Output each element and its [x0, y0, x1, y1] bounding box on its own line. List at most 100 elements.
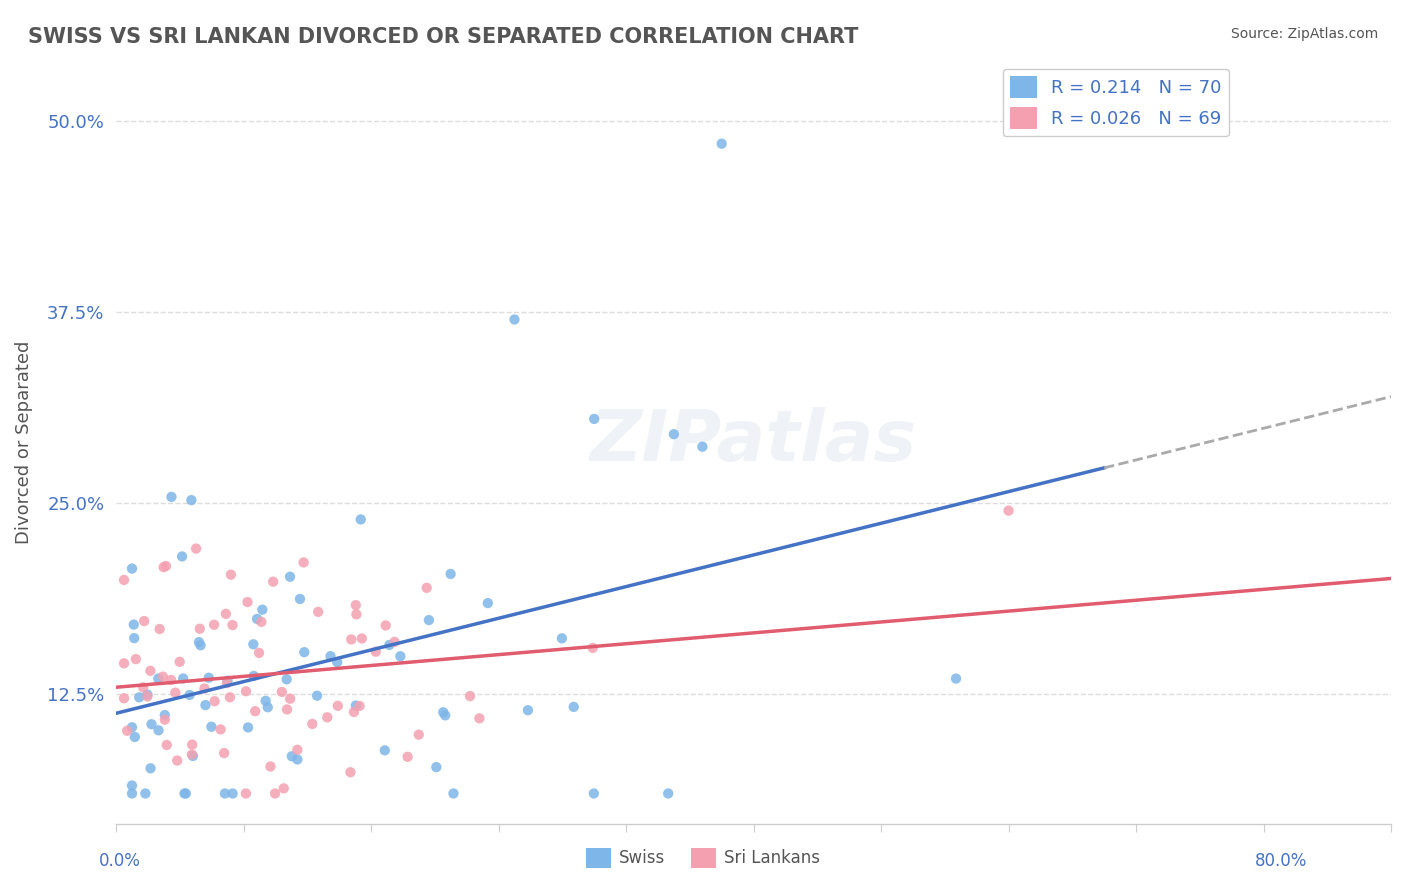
Point [339, 765, 361, 780]
Point [215, 676, 238, 690]
Point [215, 607, 238, 621]
Point [350, 512, 373, 526]
Point [112, 691, 135, 706]
Point [252, 602, 274, 616]
Point [276, 702, 298, 716]
Point [259, 759, 281, 773]
Point [434, 708, 457, 723]
Point [374, 743, 396, 757]
Point [242, 669, 264, 683]
Point [190, 638, 212, 652]
Point [262, 574, 284, 589]
Point [128, 690, 150, 705]
Point [657, 787, 679, 801]
Point [273, 781, 295, 796]
Point [503, 312, 526, 326]
Point [212, 746, 235, 760]
Point [662, 427, 685, 442]
Point [122, 617, 145, 632]
Point [166, 754, 188, 768]
Point [389, 649, 412, 664]
Point [141, 717, 163, 731]
Point [326, 655, 349, 669]
Point [139, 761, 162, 775]
Point [247, 646, 270, 660]
Point [181, 738, 204, 752]
Point [364, 645, 387, 659]
Point [235, 684, 257, 698]
Point [432, 705, 454, 719]
Point [193, 681, 215, 696]
Point [121, 720, 143, 734]
Point [197, 671, 219, 685]
Point [243, 704, 266, 718]
Point [408, 728, 430, 742]
Point [174, 787, 197, 801]
Point [221, 618, 243, 632]
Point [136, 690, 159, 704]
Point [152, 560, 174, 574]
Point [136, 688, 159, 702]
Point [316, 710, 339, 724]
Point [236, 721, 259, 735]
Legend: R = 0.214   N = 70, R = 0.026   N = 69: R = 0.214 N = 70, R = 0.026 N = 69 [1002, 69, 1229, 136]
Point [997, 503, 1019, 517]
Point [307, 689, 329, 703]
Point [153, 713, 176, 727]
Point [236, 595, 259, 609]
Point [132, 681, 155, 695]
Point [256, 700, 278, 714]
Legend: Swiss, Sri Lankans: Swiss, Sri Lankans [579, 841, 827, 875]
Point [562, 699, 585, 714]
Point [692, 440, 714, 454]
Point [139, 664, 162, 678]
Point [173, 787, 195, 801]
Point [204, 694, 226, 708]
Point [242, 637, 264, 651]
Point [124, 730, 146, 744]
Point [180, 747, 202, 762]
Point [202, 617, 225, 632]
Point [292, 556, 315, 570]
Point [214, 787, 236, 801]
Text: 80.0%: 80.0% [1256, 852, 1308, 870]
Point [180, 493, 202, 508]
Point [219, 690, 242, 705]
Point [477, 596, 499, 610]
Point [326, 698, 349, 713]
Point [583, 412, 606, 426]
Point [125, 652, 148, 666]
Point [582, 640, 605, 655]
Point [278, 570, 301, 584]
Point [349, 698, 371, 713]
Point [217, 673, 239, 688]
Y-axis label: Divorced or Separated: Divorced or Separated [15, 340, 32, 543]
Point [443, 787, 465, 801]
Text: SWISS VS SRI LANKAN DIVORCED OR SEPARATED CORRELATION CHART: SWISS VS SRI LANKAN DIVORCED OR SEPARATE… [28, 27, 859, 46]
Point [516, 703, 538, 717]
Point [221, 787, 243, 801]
Point [285, 743, 308, 757]
Text: 0.0%: 0.0% [98, 852, 141, 870]
Point [344, 698, 367, 713]
Point [121, 779, 143, 793]
Point [122, 631, 145, 645]
Point [270, 685, 292, 699]
Point [155, 559, 177, 574]
Point [112, 573, 135, 587]
Point [153, 708, 176, 723]
Point [121, 561, 143, 575]
Point [301, 717, 323, 731]
Point [396, 749, 419, 764]
Point [319, 649, 342, 664]
Point [115, 723, 138, 738]
Point [152, 670, 174, 684]
Point [416, 581, 439, 595]
Point [172, 672, 194, 686]
Point [194, 698, 217, 712]
Text: Source: ZipAtlas.com: Source: ZipAtlas.com [1230, 27, 1378, 41]
Point [440, 566, 463, 581]
Point [287, 752, 309, 766]
Point [344, 598, 367, 612]
Point [170, 549, 193, 564]
